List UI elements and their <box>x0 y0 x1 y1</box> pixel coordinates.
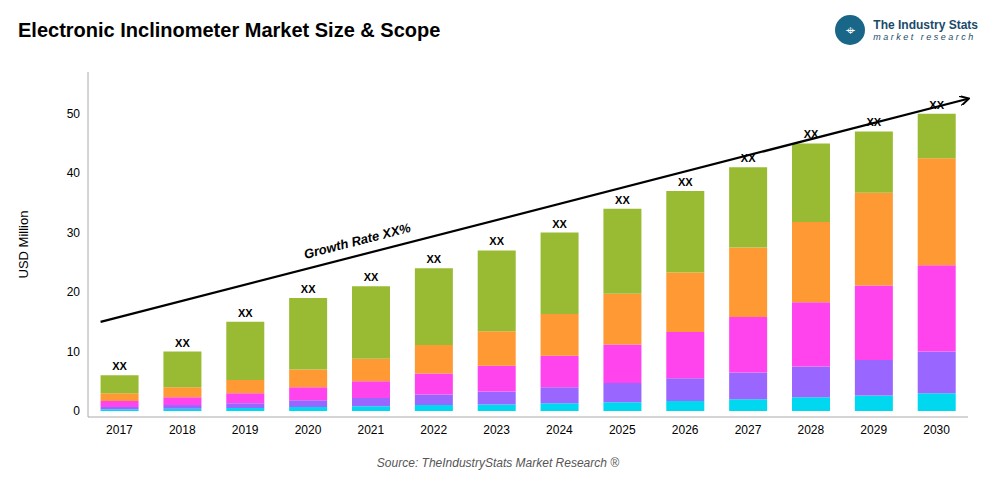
svg-text:XX: XX <box>175 337 190 349</box>
svg-text:XX: XX <box>929 99 944 111</box>
svg-text:XX: XX <box>804 128 819 140</box>
html-text:Electronic Inclinometer Market: Electronic Inclinometer Market Size & Sc… <box>18 18 441 41</box>
svg-text:Growth Rate XX%: Growth Rate XX% <box>302 220 412 262</box>
svg-text:2019: 2019 <box>232 423 259 437</box>
svg-text:XX: XX <box>112 360 127 372</box>
svg-text:2020: 2020 <box>295 423 322 437</box>
html-text:Source: TheIndustryStats Marke: Source: TheIndustryStats Market Research… <box>376 456 620 470</box>
svg-text:20: 20 <box>67 285 81 299</box>
svg-text:2022: 2022 <box>420 423 447 437</box>
svg-text:XX: XX <box>301 283 316 295</box>
html-text:The Industry Stats: The Industry Stats <box>873 18 978 32</box>
svg-text:XX: XX <box>867 116 882 128</box>
svg-text:XX: XX <box>238 307 253 319</box>
svg-text:XX: XX <box>615 194 630 206</box>
svg-text:10: 10 <box>67 345 81 359</box>
svg-text:2027: 2027 <box>735 423 762 437</box>
svg-text:2028: 2028 <box>798 423 825 437</box>
svg-text:XX: XX <box>489 235 504 247</box>
svg-text:2023: 2023 <box>483 423 510 437</box>
html-text:m a r k e t r e s e a r c h: m a r k e t r e s e a r c h <box>873 32 974 42</box>
svg-text:XX: XX <box>678 176 693 188</box>
svg-text:40: 40 <box>67 166 81 180</box>
svg-text:2017: 2017 <box>106 423 133 437</box>
svg-text:XX: XX <box>741 152 756 164</box>
svg-text:2025: 2025 <box>609 423 636 437</box>
svg-text:USD Million: USD Million <box>16 211 31 279</box>
svg-text:2029: 2029 <box>860 423 887 437</box>
svg-text:2018: 2018 <box>169 423 196 437</box>
svg-text:30: 30 <box>67 226 81 240</box>
svg-text:2026: 2026 <box>672 423 699 437</box>
svg-text:XX: XX <box>552 218 567 230</box>
svg-text:0: 0 <box>73 404 80 418</box>
svg-text:XX: XX <box>427 253 442 265</box>
svg-text:2021: 2021 <box>358 423 385 437</box>
svg-text:2024: 2024 <box>546 423 573 437</box>
svg-text:50: 50 <box>67 107 81 121</box>
svg-text:2030: 2030 <box>923 423 950 437</box>
svg-text:XX: XX <box>364 271 379 283</box>
